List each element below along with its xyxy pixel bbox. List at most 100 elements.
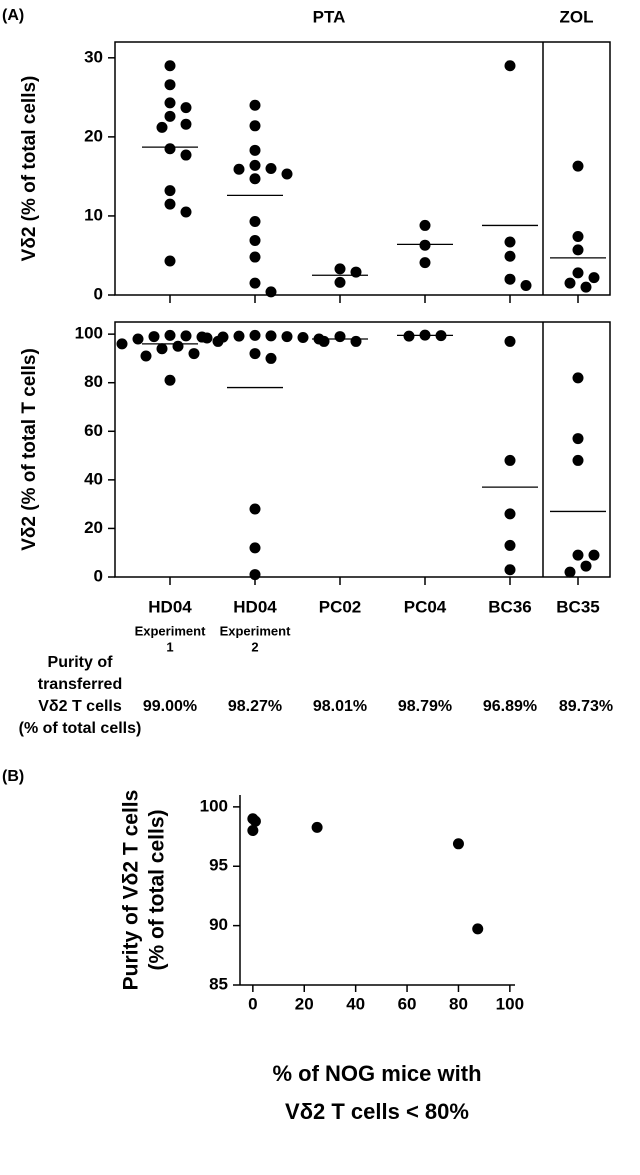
- x-tick-label: 100: [496, 994, 524, 1013]
- y-tick-label: 60: [84, 421, 103, 440]
- data-point: [164, 143, 176, 155]
- data-point: [572, 433, 584, 445]
- data-point: [572, 549, 584, 561]
- data-point: [297, 332, 309, 344]
- category-note: Experiment: [135, 623, 206, 638]
- x-tick-label: PC02: [319, 597, 362, 616]
- data-point: [164, 374, 176, 386]
- data-point: [572, 454, 584, 466]
- purity-value: 98.27%: [228, 698, 282, 715]
- plot-frame: [114, 41, 611, 296]
- data-point: [249, 99, 261, 111]
- x-tick-label: PC04: [404, 597, 447, 616]
- data-point: [564, 277, 576, 289]
- data-point: [588, 272, 600, 284]
- x-axis-label: Vδ2 T cells < 80%: [285, 1099, 469, 1124]
- data-point: [180, 149, 192, 161]
- data-point: [247, 825, 259, 837]
- purity-value: 98.01%: [313, 698, 367, 715]
- data-point: [249, 173, 261, 185]
- data-point: [403, 330, 415, 342]
- data-point: [350, 266, 362, 278]
- data-point: [156, 121, 168, 133]
- panel-label: (B): [2, 768, 24, 785]
- data-point: [249, 277, 261, 289]
- data-point: [249, 503, 261, 515]
- data-point: [164, 97, 176, 109]
- data-point: [249, 234, 261, 246]
- data-point: [572, 160, 584, 172]
- data-point: [580, 560, 592, 572]
- data-point: [265, 352, 277, 364]
- data-point: [233, 330, 245, 342]
- panel-label: (A): [2, 7, 24, 24]
- y-axis-label: Vδ2 (% of total cells): [19, 76, 40, 262]
- data-point: [172, 340, 184, 352]
- data-point: [572, 244, 584, 256]
- data-point: [572, 372, 584, 384]
- data-point: [180, 102, 192, 114]
- category-note: 1: [166, 639, 173, 654]
- x-axis-label: % of NOG mice with: [272, 1061, 481, 1086]
- data-point: [164, 329, 176, 341]
- data-point: [265, 286, 277, 298]
- purity-value: 98.79%: [398, 698, 452, 715]
- y-tick-label: 100: [75, 324, 103, 343]
- section-label: ZOL: [560, 7, 594, 26]
- y-tick-label: 30: [84, 47, 103, 66]
- data-point: [116, 338, 128, 350]
- y-axis-label: (% of total cells): [146, 809, 169, 970]
- x-tick-label: HD04: [233, 597, 277, 616]
- data-point: [180, 118, 192, 130]
- data-point: [249, 348, 261, 360]
- purity-value: 89.73%: [559, 698, 613, 715]
- data-point: [249, 159, 261, 171]
- y-axis-label: Purity of Vδ2 T cells: [120, 790, 143, 991]
- data-point: [249, 120, 261, 132]
- data-point: [350, 335, 362, 347]
- purity-label: Purity of: [48, 654, 114, 671]
- data-point: [188, 348, 200, 360]
- data-point: [452, 838, 464, 850]
- data-point: [334, 276, 346, 288]
- purity-label: transferred: [38, 676, 122, 693]
- y-tick-label: 0: [94, 566, 103, 585]
- category-note: Experiment: [220, 623, 291, 638]
- data-point: [419, 219, 431, 231]
- x-tick-label: 80: [449, 994, 468, 1013]
- y-tick-label: 40: [84, 469, 103, 488]
- y-tick-label: 95: [209, 856, 228, 875]
- data-point: [311, 821, 323, 833]
- data-point: [265, 163, 277, 174]
- data-point: [140, 350, 152, 362]
- y-tick-label: 100: [200, 796, 228, 815]
- data-point: [180, 206, 192, 218]
- x-tick-label: BC36: [488, 597, 531, 616]
- plot-frame: [114, 321, 611, 578]
- y-tick-label: 85: [209, 974, 228, 993]
- data-point: [504, 539, 516, 551]
- data-point: [281, 331, 293, 343]
- data-point: [580, 281, 592, 293]
- data-point: [504, 454, 516, 466]
- category-note: 2: [251, 639, 258, 654]
- x-tick-label: BC35: [556, 597, 599, 616]
- y-axis-label: Vδ2 (% of total T cells): [19, 348, 40, 551]
- data-point: [132, 333, 144, 345]
- data-point: [265, 330, 277, 342]
- data-point: [249, 215, 261, 227]
- data-point: [520, 280, 532, 292]
- data-point: [504, 508, 516, 520]
- data-point: [472, 923, 484, 935]
- data-point: [281, 168, 293, 180]
- x-tick-label: 0: [248, 994, 257, 1013]
- data-point: [249, 815, 261, 827]
- x-tick-label: HD04: [148, 597, 192, 616]
- purity-label: Vδ2 T cells: [38, 698, 122, 715]
- section-label: PTA: [313, 7, 346, 26]
- y-tick-label: 80: [84, 372, 103, 391]
- x-tick-label: 40: [346, 994, 365, 1013]
- y-tick-label: 20: [84, 126, 103, 145]
- data-point: [504, 236, 516, 248]
- data-point: [164, 60, 176, 72]
